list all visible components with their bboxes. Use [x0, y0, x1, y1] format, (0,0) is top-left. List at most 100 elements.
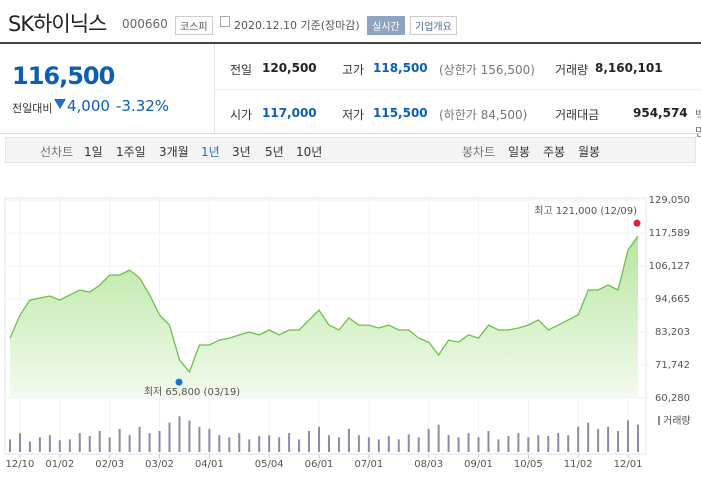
volume-bar: [447, 435, 450, 452]
volume-bar: [617, 431, 620, 452]
x-tick-label: 01/02: [45, 459, 74, 470]
quote-value: 115,500: [373, 106, 428, 120]
high-marker: [633, 219, 641, 227]
volume-bar: [537, 435, 540, 452]
volume-bar: [497, 439, 500, 452]
candle-button[interactable]: 일봉: [508, 145, 531, 159]
volume-bar: [178, 416, 181, 452]
change-label: 전일대비: [12, 102, 53, 115]
volume-bar: [98, 431, 101, 452]
candle-chart-label: 봉차트: [462, 145, 496, 159]
x-tick-label: 10/05: [514, 459, 543, 470]
period-button[interactable]: 3년: [232, 145, 251, 159]
y-tick-label: 60,280: [655, 393, 690, 404]
period-button[interactable]: 1일: [84, 145, 103, 159]
volume-bar: [637, 424, 639, 452]
volume-bar: [9, 439, 11, 452]
low-label: 최저 65,800 (03/19): [144, 386, 240, 398]
stock-code: 000660: [122, 17, 168, 31]
volume-bar: [427, 428, 430, 452]
volume-bar: [387, 436, 390, 452]
volume-bar: [118, 428, 121, 452]
volume-bar: [318, 426, 321, 452]
volume-bar: [258, 436, 261, 452]
y-tick-label: 71,742: [655, 360, 690, 371]
volume-bar: [557, 433, 560, 452]
volume-bar: [627, 420, 630, 452]
x-tick-label: 12/01: [614, 459, 643, 470]
volume-bar: [218, 435, 221, 452]
volume-bar: [367, 437, 370, 452]
volume-bar: [577, 426, 580, 452]
volume-bar: [417, 437, 420, 452]
volume-bar: [168, 422, 171, 452]
period-button[interactable]: 1년: [201, 145, 220, 159]
volume-bar: [357, 435, 360, 452]
x-tick-label: 09/01: [464, 459, 493, 470]
volume-bar: [457, 437, 460, 452]
price-area: [10, 236, 638, 398]
volume-bar: [138, 426, 141, 452]
volume-bar: [527, 437, 530, 452]
current-price: 116,500: [12, 62, 115, 90]
volume-bar: [507, 436, 510, 452]
x-tick-label: 02/03: [95, 459, 124, 470]
volume-bar: [407, 434, 410, 452]
period-button[interactable]: 3개월: [159, 145, 189, 159]
low-marker: [175, 378, 183, 386]
y-tick-label: 106,127: [649, 261, 690, 272]
x-tick-label: 08/03: [414, 459, 443, 470]
quote-label: 거래량: [555, 63, 589, 77]
volume-bar: [397, 439, 400, 452]
quote-note: (상한가 156,500): [439, 63, 535, 77]
volume-bar: [188, 420, 191, 452]
volume-bar: [158, 431, 161, 452]
legend-label: 거래량: [663, 415, 691, 427]
volume-bar: [228, 437, 231, 452]
divider: [214, 89, 701, 90]
volume-bar: [587, 422, 590, 452]
quote-label: 전일: [230, 63, 253, 77]
y-tick-label: 94,665: [655, 294, 690, 305]
realtime-button[interactable]: 실시간: [367, 16, 405, 35]
price-line: [9, 235, 639, 374]
volume-bar: [477, 437, 480, 452]
quote-label: 시가: [230, 108, 253, 122]
volume-bar: [208, 428, 211, 452]
high-label: 최고 121,000 (12/09): [534, 205, 637, 217]
volume-bar: [78, 433, 81, 452]
x-tick-label: 12/10: [6, 459, 35, 470]
y-tick-label: 129,050: [649, 195, 690, 206]
candle-button[interactable]: 주봉: [543, 145, 566, 159]
line-chart-label: 선차트: [40, 145, 74, 159]
quote-value: 120,500: [262, 61, 317, 75]
quote-label: 저가: [342, 108, 365, 122]
down-arrow: [54, 99, 66, 109]
volume-bar: [108, 437, 111, 452]
period-button[interactable]: 10년: [296, 145, 323, 159]
volume-bar: [268, 435, 271, 452]
volume-bar: [547, 436, 550, 452]
volume-bar: [347, 428, 350, 452]
quote-value: 117,000: [262, 106, 317, 120]
volume-bar: [288, 433, 291, 452]
company-button[interactable]: 기업개요: [410, 16, 457, 35]
change: 4,000: [67, 97, 110, 115]
legend-swatch: [658, 416, 660, 425]
chart-frame: [4, 197, 647, 455]
volume-bar: [567, 435, 570, 452]
volume-bar: [38, 437, 41, 452]
x-tick-label: 11/02: [564, 459, 593, 470]
y-tick-label: 83,203: [655, 327, 690, 338]
volume-bar: [278, 437, 281, 452]
period-button[interactable]: 1주일: [116, 145, 146, 159]
x-tick-label: 04/01: [195, 459, 224, 470]
period-button[interactable]: 5년: [265, 145, 284, 159]
volume-bar: [148, 433, 151, 452]
stock-name: SK하이닉스: [8, 12, 107, 36]
x-tick-label: 07/01: [354, 459, 383, 470]
candle-button[interactable]: 월봉: [578, 145, 601, 159]
x-tick-label: 05/04: [255, 459, 284, 470]
